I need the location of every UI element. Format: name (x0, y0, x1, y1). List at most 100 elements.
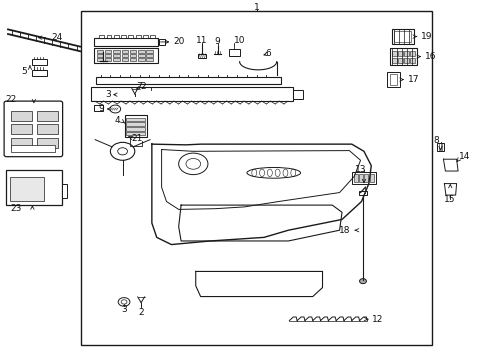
Ellipse shape (246, 167, 300, 178)
Bar (126, 122, 145, 126)
Text: 6: 6 (265, 49, 271, 58)
Bar (114, 35, 119, 39)
Bar (409, 58, 414, 63)
Circle shape (115, 90, 128, 99)
Bar (91, 87, 293, 101)
Circle shape (359, 279, 366, 284)
Bar (122, 58, 128, 61)
FancyBboxPatch shape (4, 101, 62, 157)
Bar (128, 35, 133, 39)
Bar (11, 138, 32, 148)
Bar (126, 118, 145, 121)
Circle shape (185, 158, 200, 169)
Bar (369, 174, 373, 182)
Bar (10, 177, 43, 201)
Bar (105, 50, 111, 53)
Bar (358, 192, 366, 195)
Bar (97, 50, 103, 53)
Bar (145, 90, 157, 98)
Bar (389, 74, 396, 85)
Text: 18: 18 (339, 226, 350, 235)
Circle shape (118, 298, 130, 306)
Bar (11, 111, 32, 121)
Bar (150, 35, 155, 39)
Bar (97, 54, 103, 57)
Bar (113, 54, 120, 57)
Text: 3: 3 (105, 90, 111, 99)
Text: 9: 9 (99, 104, 104, 113)
Bar (126, 132, 145, 135)
Bar (37, 125, 58, 134)
Bar (138, 50, 144, 53)
Bar (105, 54, 111, 57)
Bar (144, 90, 158, 99)
Bar (436, 143, 444, 150)
Bar (130, 58, 136, 61)
Bar (113, 58, 120, 61)
Bar (358, 174, 362, 182)
Bar (106, 35, 111, 39)
Bar (389, 48, 416, 64)
Bar (125, 116, 147, 137)
Bar (391, 58, 396, 63)
Text: 22: 22 (5, 95, 17, 104)
Bar (122, 50, 128, 53)
Text: 20: 20 (173, 37, 184, 46)
Bar (121, 35, 126, 39)
Text: 3: 3 (121, 305, 127, 314)
Text: 24: 24 (51, 33, 62, 42)
Text: 15: 15 (443, 195, 454, 204)
Bar (397, 51, 402, 56)
Bar (11, 125, 32, 134)
Bar (228, 49, 239, 55)
Bar (197, 54, 206, 58)
Bar (94, 105, 103, 111)
Bar (397, 58, 402, 63)
Text: 4: 4 (114, 116, 120, 125)
Bar (353, 174, 357, 182)
Circle shape (178, 153, 207, 175)
Text: 7: 7 (136, 82, 142, 91)
Bar (138, 58, 144, 61)
Bar (96, 77, 281, 84)
Bar (158, 39, 164, 45)
Text: 21: 21 (131, 134, 142, 143)
Text: 16: 16 (424, 52, 435, 61)
Bar (105, 58, 111, 61)
Bar (146, 50, 153, 53)
Text: 10: 10 (233, 36, 245, 45)
Bar (143, 35, 148, 39)
Bar (391, 30, 413, 44)
Bar (391, 51, 396, 56)
Text: 13: 13 (354, 165, 366, 174)
Bar (293, 90, 303, 99)
Bar (364, 174, 367, 182)
Bar (113, 50, 120, 53)
Bar (99, 35, 104, 39)
Text: 2: 2 (138, 308, 143, 317)
Text: 9: 9 (214, 37, 220, 46)
Text: 12: 12 (371, 315, 383, 324)
Bar (126, 127, 145, 131)
Bar (37, 138, 58, 148)
Text: 5: 5 (21, 67, 26, 76)
Text: 19: 19 (420, 32, 431, 41)
Circle shape (110, 142, 135, 160)
Bar (61, 184, 67, 198)
Text: 17: 17 (407, 75, 419, 84)
Bar (94, 39, 158, 45)
Text: 23: 23 (10, 204, 22, 213)
Bar (393, 31, 410, 42)
Circle shape (121, 300, 127, 304)
Bar (11, 145, 55, 152)
Bar (37, 111, 58, 121)
Bar (94, 48, 158, 63)
Text: 8: 8 (432, 136, 438, 145)
Bar (122, 54, 128, 57)
Bar (146, 54, 153, 57)
Bar (403, 58, 408, 63)
Bar (5, 170, 61, 205)
Circle shape (119, 93, 124, 97)
Bar (138, 54, 144, 57)
Bar (97, 58, 103, 61)
